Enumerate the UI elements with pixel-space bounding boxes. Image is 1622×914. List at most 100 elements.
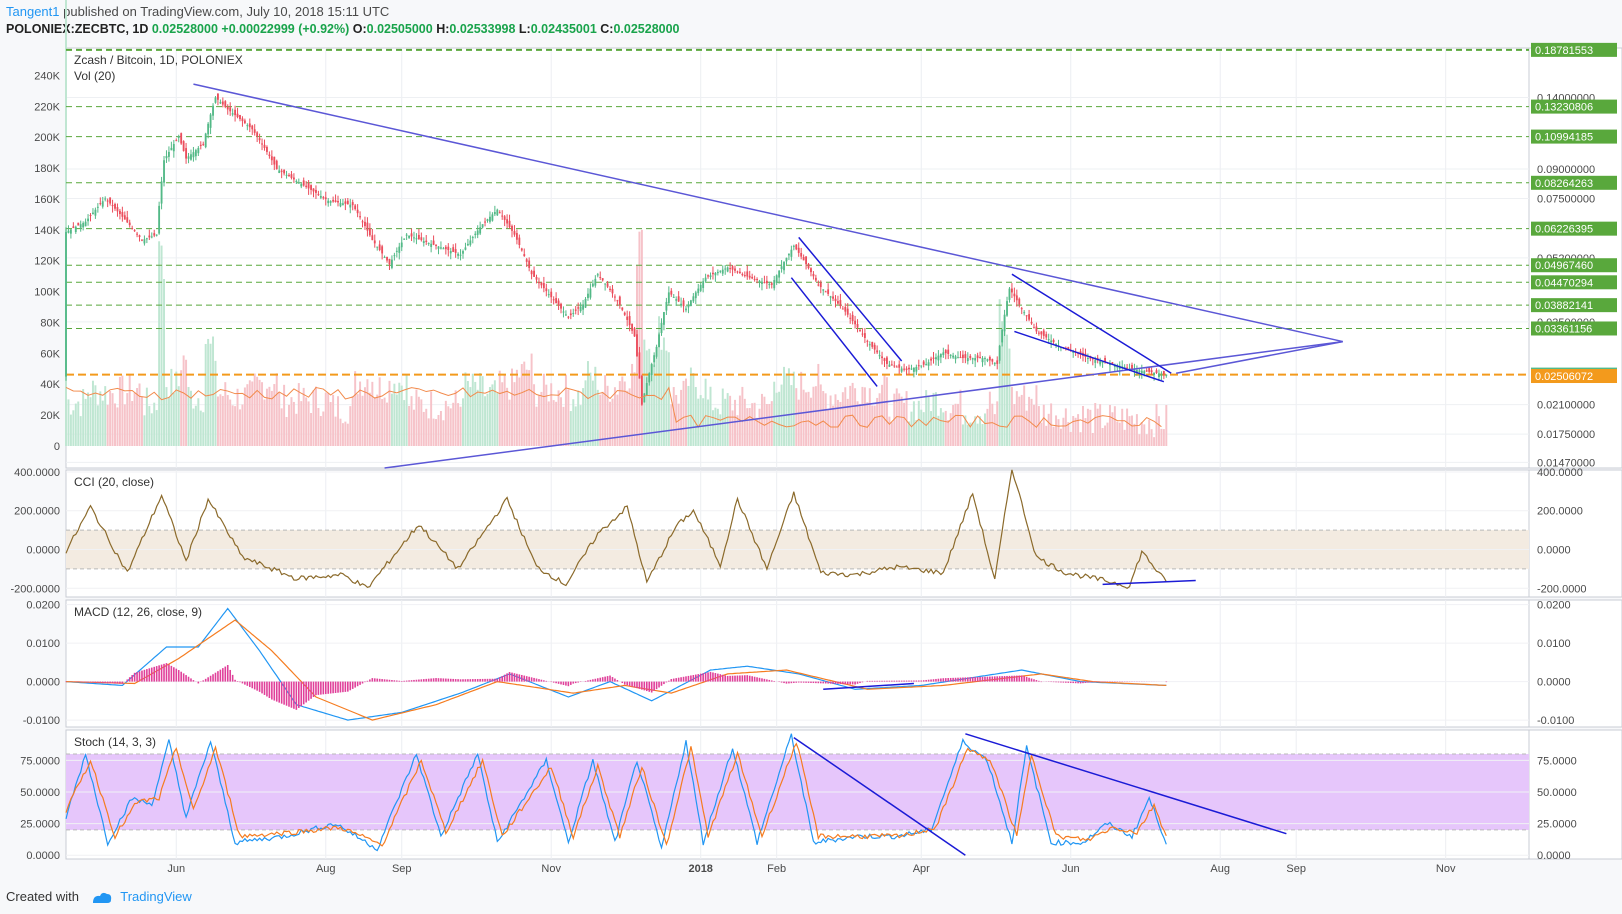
macd-histogram-bar xyxy=(1082,681,1084,684)
volume-bar xyxy=(1008,348,1011,446)
candle-body xyxy=(645,383,648,396)
volume-bar xyxy=(1015,391,1018,446)
candle-body xyxy=(707,275,709,277)
volume-bar xyxy=(618,381,621,446)
candle-body xyxy=(334,200,337,203)
macd-histogram-bar xyxy=(910,680,913,682)
volume-bar xyxy=(775,392,778,446)
candle-body xyxy=(493,212,496,215)
volume-bar xyxy=(783,366,786,446)
candle-body xyxy=(243,120,246,124)
stoch-trend-line xyxy=(793,736,966,856)
macd-histogram-bar xyxy=(109,681,111,684)
macd-histogram-bar xyxy=(82,681,84,683)
candle-body xyxy=(866,340,869,342)
candle-body xyxy=(1143,371,1146,374)
candle-body xyxy=(611,288,614,294)
candle-body xyxy=(841,308,844,310)
macd-histogram-bar xyxy=(626,681,628,686)
macd-histogram-bar xyxy=(491,678,494,682)
volume-bar xyxy=(329,402,332,446)
volume-bar xyxy=(72,410,75,446)
candle-body xyxy=(589,288,592,298)
macd-histogram-bar xyxy=(1001,676,1003,682)
macd-histogram-bar xyxy=(717,673,719,682)
volume-bar xyxy=(711,410,714,446)
macd-histogram-bar xyxy=(155,666,158,682)
macd-histogram-bar xyxy=(373,678,376,682)
candle-body xyxy=(969,355,972,359)
author-link[interactable]: Tangent1 xyxy=(6,4,60,19)
candle-body xyxy=(741,274,744,276)
candle-body xyxy=(582,304,585,310)
macd-histogram-bar xyxy=(898,680,900,682)
macd-histogram-bar xyxy=(584,680,587,682)
cci-title: CCI (20, close) xyxy=(74,475,154,489)
macd-histogram-bar xyxy=(658,681,660,688)
candle-body xyxy=(96,206,99,208)
macd-histogram-bar xyxy=(633,681,636,688)
macd-histogram-bar xyxy=(699,673,702,682)
candle-body xyxy=(952,355,955,358)
candle-body xyxy=(984,358,986,360)
macd-histogram-bar xyxy=(543,680,545,682)
candle-body xyxy=(640,375,643,405)
volume-bar xyxy=(126,393,129,446)
macd-histogram-bar xyxy=(815,681,817,684)
candle-body xyxy=(280,170,283,172)
candle-body xyxy=(616,300,619,302)
volume-bar xyxy=(550,383,553,446)
macd-histogram-bar xyxy=(1096,681,1099,683)
candle-body xyxy=(109,197,112,204)
volume-bar xyxy=(256,376,259,446)
candle-body xyxy=(425,240,428,243)
candle-body xyxy=(665,301,668,311)
candle-body xyxy=(1094,359,1097,363)
candle-body xyxy=(736,271,739,273)
candle-body xyxy=(797,247,800,253)
low-value: 0.02435001 xyxy=(530,22,597,36)
candle-body xyxy=(1030,322,1033,324)
volume-bar xyxy=(84,398,87,446)
candle-body xyxy=(270,156,273,161)
volume-bar xyxy=(1086,408,1089,446)
volume-bar xyxy=(140,396,143,446)
volume-bar xyxy=(420,399,423,446)
macd-histogram-bar xyxy=(753,676,756,682)
volume-bar xyxy=(1108,404,1111,446)
macd-histogram-bar xyxy=(204,678,207,682)
candle-body xyxy=(496,209,499,216)
macd-histogram-bar xyxy=(873,680,876,682)
volume-bar xyxy=(69,414,72,446)
candle-body xyxy=(241,118,244,122)
macd-histogram-bar xyxy=(244,681,246,685)
macd-histogram-bar xyxy=(241,681,244,684)
volume-bar xyxy=(1126,408,1129,446)
volume-bar xyxy=(481,376,484,446)
macd-histogram-bar xyxy=(900,680,903,682)
tradingview-logo-icon xyxy=(92,892,111,903)
volume-bar xyxy=(763,396,766,446)
volume-bar xyxy=(915,420,918,446)
volume-bar xyxy=(163,279,166,446)
volume-bar xyxy=(74,403,77,446)
macd-histogram-bar xyxy=(623,681,626,685)
candle-body xyxy=(256,132,259,137)
volume-bar xyxy=(873,405,876,446)
price-level-label: 0.18781553 xyxy=(1535,45,1593,57)
candle-body xyxy=(618,296,621,305)
volume-bar xyxy=(1091,432,1094,446)
volume-bar xyxy=(591,380,594,446)
volume-bar xyxy=(128,375,131,446)
volume-bar xyxy=(204,343,207,446)
macd-histogram-bar xyxy=(533,677,535,682)
macd-histogram-bar xyxy=(768,679,771,682)
tradingview-brand[interactable]: TradingView xyxy=(120,889,192,904)
volume-bar xyxy=(317,407,320,446)
macd-histogram-bar xyxy=(322,681,325,695)
candle-body xyxy=(961,354,964,359)
macd-histogram-bar xyxy=(986,676,989,682)
volume-bar xyxy=(96,405,99,446)
candle-body xyxy=(947,349,950,354)
